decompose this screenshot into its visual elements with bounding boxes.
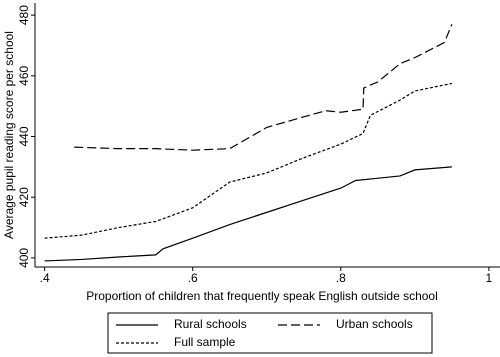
y-tick-label: 400 [17, 248, 31, 268]
x-tick-label: .8 [336, 271, 346, 285]
legend-label: Urban schools [336, 317, 413, 331]
x-tick-label: 1 [486, 271, 493, 285]
legend-label: Full sample [174, 335, 236, 349]
y-tick-label: 460 [17, 65, 31, 85]
series-line [44, 166, 452, 262]
y-tick-label: 440 [17, 126, 31, 146]
legend-label: Rural schools [174, 317, 247, 331]
x-tick-label: .4 [40, 271, 50, 285]
series-line [44, 82, 452, 239]
legend-box [107, 312, 433, 354]
series-line [74, 24, 453, 151]
y-tick-label: 420 [17, 187, 31, 207]
x-axis-title: Proportion of children that frequently s… [86, 289, 438, 303]
y-axis-title: Average pupil reading score per school [2, 31, 16, 239]
x-tick-label: .6 [188, 271, 198, 285]
y-tick-label: 480 [17, 5, 31, 25]
